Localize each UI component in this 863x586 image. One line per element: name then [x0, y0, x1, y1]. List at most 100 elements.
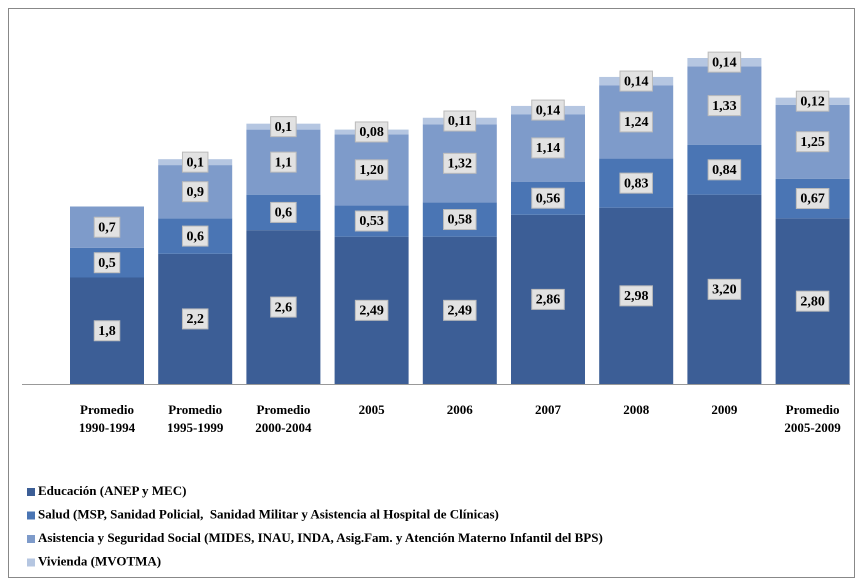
x-tick-line: 2009: [711, 402, 738, 417]
legend-label: Asistencia y Seguridad Social (MIDES, IN…: [38, 530, 603, 545]
data-label-text: 1,24: [624, 115, 649, 130]
data-label-box: [93, 216, 121, 238]
data-label-text: 0,14: [712, 55, 737, 70]
data-label-box: [354, 121, 389, 143]
data-label-text: 1,20: [359, 163, 384, 178]
data-label-text: 1,25: [800, 135, 825, 150]
x-tick-line: Promedio: [256, 402, 310, 417]
data-label-text: 1,8: [98, 324, 116, 339]
data-label-box: [270, 116, 297, 138]
data-label-text: 2,2: [186, 312, 204, 327]
data-label-text: 0,56: [536, 191, 561, 206]
data-label-box: [354, 210, 389, 232]
data-label: 0,5: [93, 252, 121, 274]
legend-label: Vivienda (MVOTMA): [38, 553, 161, 568]
x-tick-label: 2009: [711, 402, 738, 417]
data-label-text: 0,08: [359, 125, 384, 140]
data-label-text: 2,49: [448, 304, 473, 319]
data-label-box: [795, 188, 830, 210]
data-label-box: [795, 90, 830, 112]
legend-swatch: [27, 511, 35, 520]
data-label-text: 1,32: [448, 157, 473, 172]
data-label: 2,49: [443, 299, 477, 321]
data-label-box: [270, 296, 297, 318]
data-label-box: [93, 252, 121, 274]
data-label-box: [354, 299, 389, 321]
data-label-box: [181, 151, 209, 173]
legend-swatch: [27, 535, 35, 543]
data-label-text: 0,14: [624, 74, 649, 89]
data-label-text: 0,12: [800, 94, 825, 109]
x-tick-label: 2006: [447, 402, 474, 417]
data-label: 1,25: [795, 131, 830, 153]
data-label-box: [531, 288, 565, 310]
data-label-box: [619, 111, 653, 133]
data-label: 0,1: [270, 116, 297, 138]
data-label-text: 1,33: [712, 99, 737, 114]
data-label-text: 0,7: [98, 220, 116, 235]
data-label-box: [619, 70, 653, 92]
data-label: 0,83: [619, 172, 653, 194]
data-label: 0,53: [354, 210, 389, 232]
data-label-text: 0,5: [98, 256, 116, 271]
data-label: 2,49: [354, 299, 389, 321]
data-label-text: 2,49: [359, 304, 384, 319]
data-label: 1,32: [443, 152, 477, 174]
data-label-text: 0,1: [275, 120, 293, 135]
data-label-box: [181, 181, 209, 203]
data-label: 1,20: [354, 159, 389, 181]
data-label-box: [707, 95, 742, 117]
data-label: 0,08: [354, 121, 389, 143]
data-label: 0,67: [795, 188, 830, 210]
data-label-box: [270, 201, 297, 223]
data-label-box: [531, 99, 565, 121]
data-label: 0,14: [531, 99, 565, 121]
data-label-text: 2,98: [624, 289, 649, 304]
data-label: 0,14: [707, 51, 742, 73]
data-label-text: 0,53: [359, 214, 384, 229]
data-label: 0,1: [181, 151, 209, 173]
data-label-box: [443, 152, 477, 174]
x-tick-line: 1990-1994: [79, 420, 136, 435]
data-label-text: 0,6: [275, 206, 293, 221]
legend-swatch: [27, 488, 35, 496]
x-tick-line: 2006: [447, 402, 474, 417]
data-label: 0,6: [181, 225, 209, 247]
x-tick-line: Promedio: [168, 402, 222, 417]
data-label-text: 1,1: [275, 155, 293, 170]
x-tick-line: 2005: [359, 402, 386, 417]
data-label: 1,1: [270, 151, 297, 173]
data-label: 2,98: [619, 285, 653, 307]
x-tick-label: Promedio 1990-1994: [79, 402, 136, 435]
data-label: 2,6: [270, 296, 297, 318]
data-label-box: [619, 172, 653, 194]
data-label: 0,14: [619, 70, 653, 92]
data-label-box: [707, 51, 742, 73]
data-label-box: [93, 320, 121, 342]
data-label-text: 0,9: [186, 185, 204, 200]
x-tick-label: Promedio 1995-1999: [167, 402, 224, 435]
data-label: 0,11: [443, 110, 477, 132]
data-label: 2,80: [795, 290, 830, 312]
data-label-text: 0,67: [800, 192, 825, 207]
data-label-box: [181, 225, 209, 247]
data-label: 2,2: [181, 308, 209, 330]
data-label: 0,56: [531, 187, 565, 209]
data-label-box: [443, 110, 477, 132]
x-tick-label: 2007: [535, 402, 562, 417]
data-label: 0,84: [707, 159, 742, 181]
data-label-text: 0,83: [624, 176, 649, 191]
x-tick-label: 2008: [623, 402, 650, 417]
data-label-box: [443, 209, 477, 231]
data-label-box: [181, 308, 209, 330]
data-label: 1,24: [619, 111, 653, 133]
x-tick-line: 2005-2009: [784, 420, 841, 435]
data-label: 1,33: [707, 95, 742, 117]
data-label-text: 0,11: [448, 114, 472, 129]
legend-swatch: [27, 558, 35, 567]
x-tick-line: Promedio: [786, 402, 840, 417]
data-label: 0,6: [270, 201, 297, 223]
data-label-text: 0,84: [712, 163, 737, 178]
